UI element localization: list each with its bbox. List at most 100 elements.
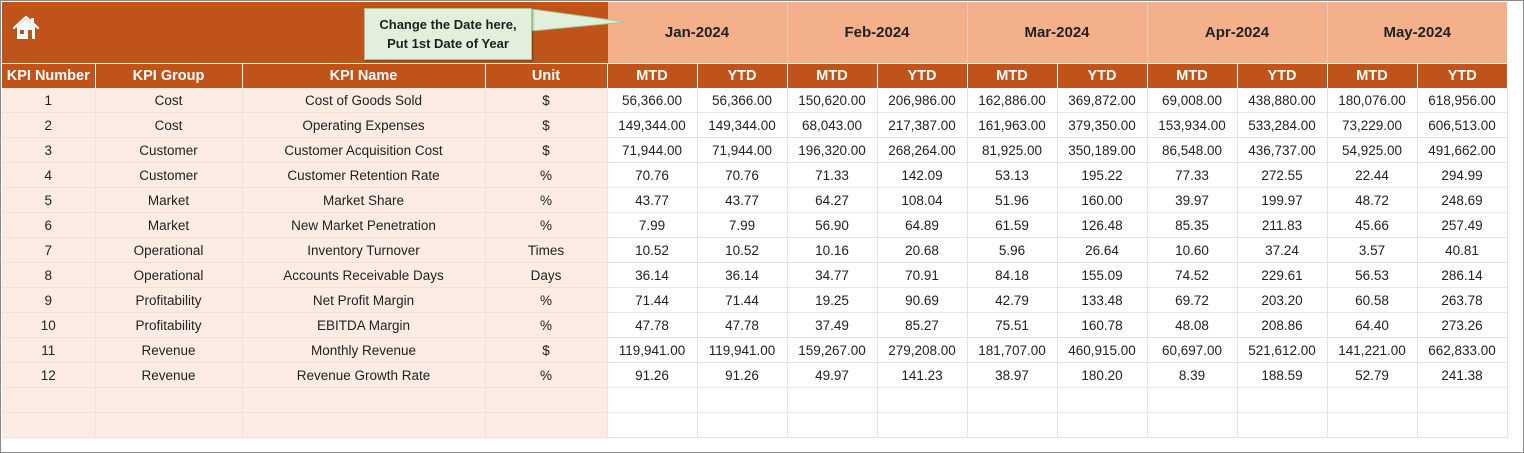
ytd-value-cell[interactable]: 188.59 bbox=[1237, 362, 1328, 388]
kpi-number-cell[interactable]: 12 bbox=[2, 362, 96, 388]
kpi-name-cell[interactable] bbox=[242, 387, 486, 413]
ytd-value-cell[interactable]: 203.20 bbox=[1237, 287, 1328, 313]
mtd-value-cell[interactable]: 38.97 bbox=[967, 362, 1058, 388]
ytd-value-cell[interactable]: 279,208.00 bbox=[877, 337, 968, 363]
ytd-value-cell[interactable]: 199.97 bbox=[1237, 187, 1328, 213]
kpi-group-cell[interactable] bbox=[95, 412, 243, 438]
unit-cell[interactable]: Times bbox=[485, 237, 608, 263]
ytd-value-cell[interactable]: 91.26 bbox=[697, 362, 788, 388]
ytd-value-cell[interactable]: 211.83 bbox=[1237, 212, 1328, 238]
kpi-group-cell[interactable]: Operational bbox=[95, 262, 243, 288]
ytd-value-cell[interactable]: 155.09 bbox=[1057, 262, 1148, 288]
ytd-value-cell[interactable]: 662,833.00 bbox=[1417, 337, 1508, 363]
mtd-value-cell[interactable]: 7.99 bbox=[607, 212, 698, 238]
mtd-value-cell[interactable]: 73,229.00 bbox=[1327, 112, 1418, 138]
mtd-value-cell[interactable]: 69.72 bbox=[1147, 287, 1238, 313]
mtd-value-cell[interactable]: 49.97 bbox=[787, 362, 878, 388]
mtd-value-cell[interactable]: 52.79 bbox=[1327, 362, 1418, 388]
unit-cell[interactable]: $ bbox=[485, 112, 608, 138]
ytd-value-cell[interactable]: 217,387.00 bbox=[877, 112, 968, 138]
ytd-value-cell[interactable]: 369,872.00 bbox=[1057, 88, 1148, 113]
kpi-name-cell[interactable] bbox=[242, 412, 486, 438]
kpi-group-cell[interactable]: Market bbox=[95, 187, 243, 213]
kpi-group-cell[interactable]: Profitability bbox=[95, 287, 243, 313]
mtd-value-cell[interactable]: 5.96 bbox=[967, 237, 1058, 263]
mtd-value-cell[interactable]: 56.90 bbox=[787, 212, 878, 238]
mtd-value-cell[interactable]: 150,620.00 bbox=[787, 88, 878, 113]
ytd-value-cell[interactable]: 229.61 bbox=[1237, 262, 1328, 288]
mtd-value-cell[interactable]: 91.26 bbox=[607, 362, 698, 388]
ytd-value-cell[interactable]: 26.64 bbox=[1057, 237, 1148, 263]
mtd-value-cell[interactable] bbox=[1147, 387, 1238, 413]
mtd-value-cell[interactable]: 53.13 bbox=[967, 162, 1058, 188]
mtd-value-cell[interactable] bbox=[607, 412, 698, 438]
ytd-value-cell[interactable]: 47.78 bbox=[697, 312, 788, 338]
ytd-value-cell[interactable]: 149,344.00 bbox=[697, 112, 788, 138]
mtd-value-cell[interactable]: 77.33 bbox=[1147, 162, 1238, 188]
ytd-value-cell[interactable]: 263.78 bbox=[1417, 287, 1508, 313]
mtd-value-cell[interactable]: 10.52 bbox=[607, 237, 698, 263]
kpi-name-cell[interactable]: Accounts Receivable Days bbox=[242, 262, 486, 288]
mtd-value-cell[interactable]: 37.49 bbox=[787, 312, 878, 338]
mtd-value-cell[interactable]: 71,944.00 bbox=[607, 137, 698, 163]
ytd-value-cell[interactable]: 71.44 bbox=[697, 287, 788, 313]
kpi-group-cell[interactable]: Revenue bbox=[95, 362, 243, 388]
ytd-value-cell[interactable]: 43.77 bbox=[697, 187, 788, 213]
kpi-group-cell[interactable]: Operational bbox=[95, 237, 243, 263]
mtd-value-cell[interactable]: 39.97 bbox=[1147, 187, 1238, 213]
ytd-value-cell[interactable]: 491,662.00 bbox=[1417, 137, 1508, 163]
mtd-value-cell[interactable]: 54,925.00 bbox=[1327, 137, 1418, 163]
mtd-value-cell[interactable]: 141,221.00 bbox=[1327, 337, 1418, 363]
mtd-value-cell[interactable]: 48.72 bbox=[1327, 187, 1418, 213]
unit-cell[interactable]: Days bbox=[485, 262, 608, 288]
kpi-group-cell[interactable] bbox=[95, 387, 243, 413]
unit-cell[interactable]: % bbox=[485, 287, 608, 313]
mtd-value-cell[interactable]: 22.44 bbox=[1327, 162, 1418, 188]
kpi-number-cell[interactable] bbox=[2, 387, 96, 413]
ytd-value-cell[interactable]: 142.09 bbox=[877, 162, 968, 188]
mtd-value-cell[interactable]: 196,320.00 bbox=[787, 137, 878, 163]
ytd-value-cell[interactable]: 248.69 bbox=[1417, 187, 1508, 213]
kpi-number-cell[interactable]: 6 bbox=[2, 212, 96, 238]
kpi-group-cell[interactable]: Revenue bbox=[95, 337, 243, 363]
mtd-value-cell[interactable]: 51.96 bbox=[967, 187, 1058, 213]
ytd-value-cell[interactable] bbox=[1237, 387, 1328, 413]
ytd-value-cell[interactable]: 20.68 bbox=[877, 237, 968, 263]
unit-cell[interactable]: % bbox=[485, 362, 608, 388]
unit-cell[interactable]: $ bbox=[485, 337, 608, 363]
ytd-value-cell[interactable] bbox=[1057, 387, 1148, 413]
ytd-value-cell[interactable]: 160.00 bbox=[1057, 187, 1148, 213]
kpi-group-cell[interactable]: Customer bbox=[95, 137, 243, 163]
ytd-value-cell[interactable]: 257.49 bbox=[1417, 212, 1508, 238]
kpi-number-cell[interactable]: 7 bbox=[2, 237, 96, 263]
ytd-value-cell[interactable]: 606,513.00 bbox=[1417, 112, 1508, 138]
ytd-value-cell[interactable]: 438,880.00 bbox=[1237, 88, 1328, 113]
ytd-value-cell[interactable]: 64.89 bbox=[877, 212, 968, 238]
ytd-value-cell[interactable] bbox=[1237, 412, 1328, 438]
unit-cell[interactable]: $ bbox=[485, 88, 608, 113]
kpi-number-cell[interactable]: 9 bbox=[2, 287, 96, 313]
mtd-value-cell[interactable]: 149,344.00 bbox=[607, 112, 698, 138]
ytd-value-cell[interactable] bbox=[877, 387, 968, 413]
mtd-value-cell[interactable]: 19.25 bbox=[787, 287, 878, 313]
mtd-value-cell[interactable]: 71.33 bbox=[787, 162, 878, 188]
kpi-name-cell[interactable]: Customer Retention Rate bbox=[242, 162, 486, 188]
ytd-value-cell[interactable]: 206,986.00 bbox=[877, 88, 968, 113]
mtd-value-cell[interactable] bbox=[787, 387, 878, 413]
ytd-value-cell[interactable]: 37.24 bbox=[1237, 237, 1328, 263]
kpi-name-cell[interactable]: Revenue Growth Rate bbox=[242, 362, 486, 388]
kpi-number-cell[interactable]: 10 bbox=[2, 312, 96, 338]
ytd-value-cell[interactable]: 208.86 bbox=[1237, 312, 1328, 338]
ytd-value-cell[interactable]: 272.55 bbox=[1237, 162, 1328, 188]
kpi-name-cell[interactable]: Inventory Turnover bbox=[242, 237, 486, 263]
mtd-value-cell[interactable]: 60.58 bbox=[1327, 287, 1418, 313]
unit-cell[interactable]: $ bbox=[485, 137, 608, 163]
kpi-number-cell[interactable]: 4 bbox=[2, 162, 96, 188]
ytd-value-cell[interactable] bbox=[697, 412, 788, 438]
kpi-number-cell[interactable]: 1 bbox=[2, 88, 96, 113]
ytd-value-cell[interactable]: 70.76 bbox=[697, 162, 788, 188]
mtd-value-cell[interactable]: 159,267.00 bbox=[787, 337, 878, 363]
unit-cell[interactable]: % bbox=[485, 187, 608, 213]
mtd-value-cell[interactable]: 81,925.00 bbox=[967, 137, 1058, 163]
mtd-value-cell[interactable]: 36.14 bbox=[607, 262, 698, 288]
